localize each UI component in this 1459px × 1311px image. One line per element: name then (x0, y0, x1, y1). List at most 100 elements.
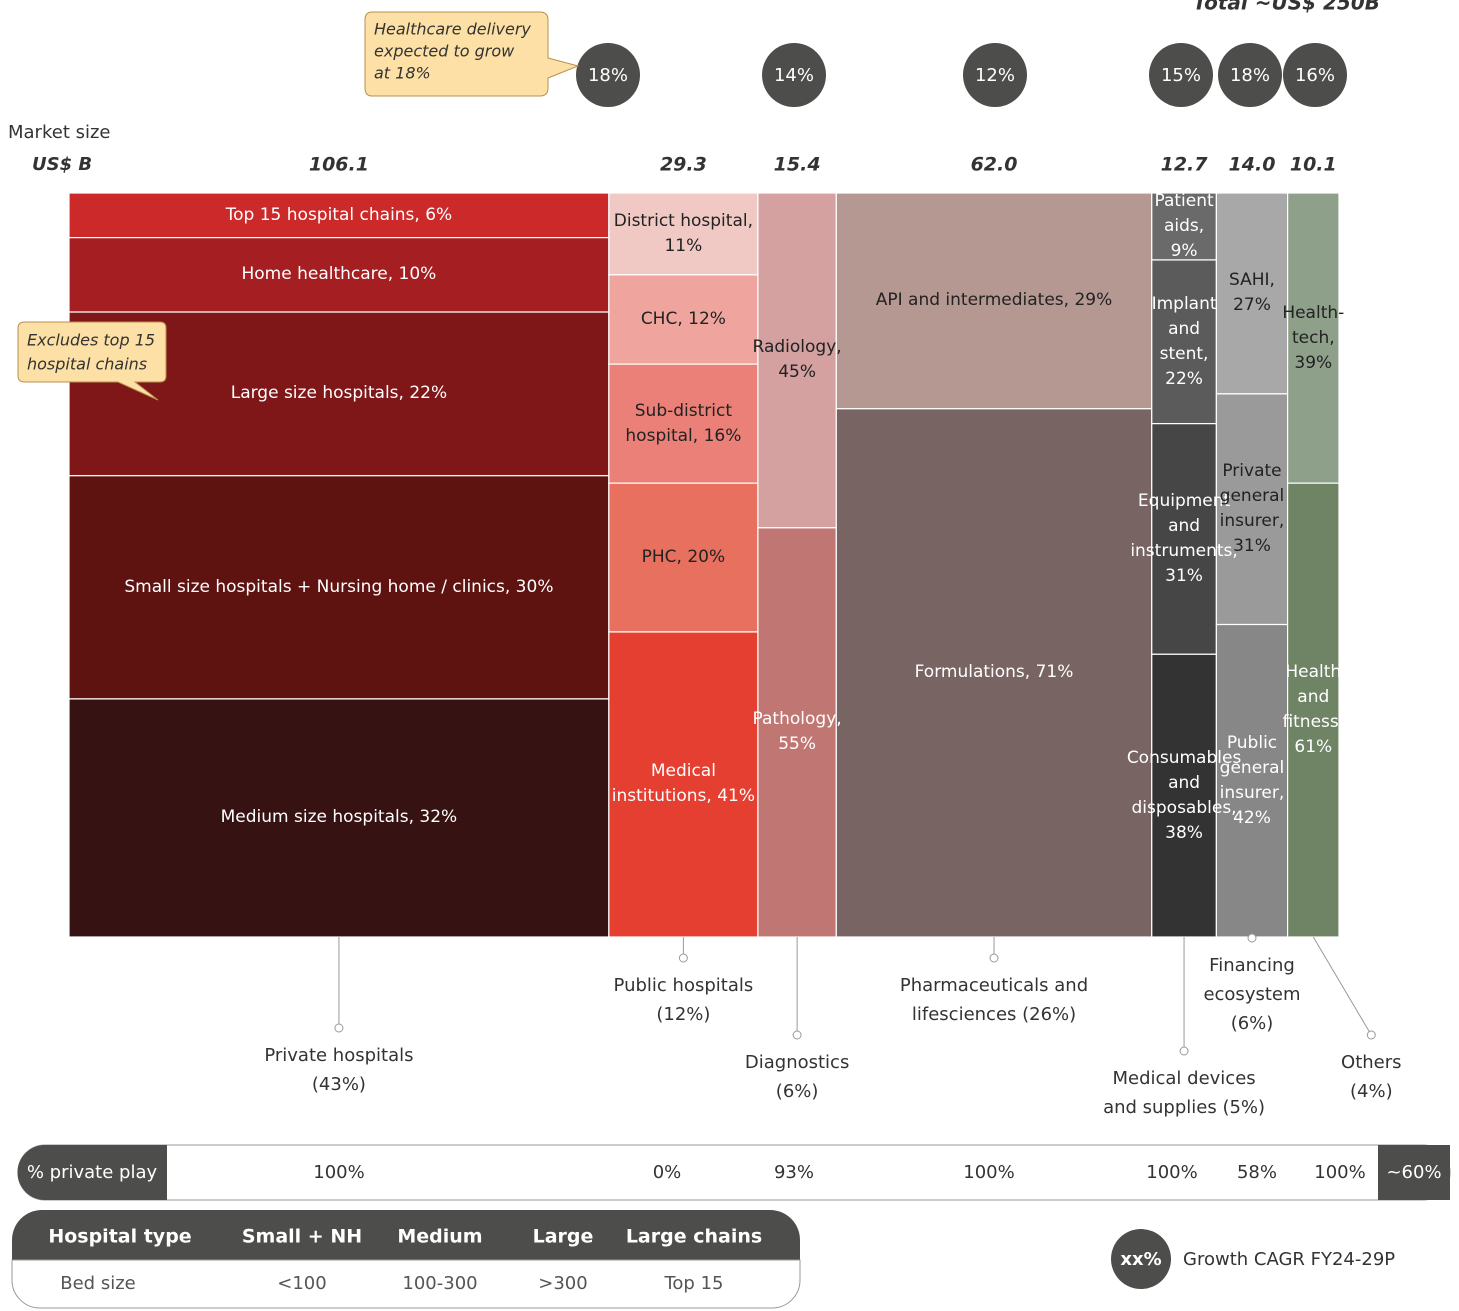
column-caption: Others (1341, 1052, 1402, 1073)
private-play-value: 100% (1314, 1162, 1365, 1183)
market-size-label: 14.0 (1229, 154, 1276, 176)
segment-label: SAHI, 27% (1229, 270, 1275, 316)
segment-label: Patient aids, 9% (1154, 190, 1214, 261)
segment-label: Large size hospitals, 22% (230, 383, 448, 404)
segment-label: Top 15 hospital chains, 6% (225, 204, 453, 225)
private-play-value: 100% (1146, 1162, 1197, 1183)
table-header-bg (12, 1210, 800, 1260)
callout-text: Healthcare delivery (374, 20, 531, 39)
legend-label: Growth CAGR FY24-29P (1183, 1249, 1395, 1270)
market-size-label: 15.4 (774, 154, 821, 176)
segment-label: CHC, 12% (640, 308, 726, 329)
segment-label: Small size hospitals + Nursing home / cl… (124, 576, 554, 597)
private-play-cap (17, 1145, 167, 1200)
growth-label: 15% (1161, 65, 1201, 86)
column-caption: (6%) (776, 1081, 819, 1102)
segment (1151, 423, 1217, 655)
connector-dot (334, 1023, 344, 1033)
growth-bubble (963, 43, 1027, 107)
growth-label: 12% (975, 65, 1015, 86)
y-axis-label: US$ B (32, 154, 92, 175)
connector-dot (1179, 1046, 1189, 1056)
growth-label: 14% (774, 65, 814, 86)
segment-label: Medium size hospitals, 32% (220, 807, 458, 828)
callout-text: expected to grow (374, 42, 515, 61)
table-header: Hospital type (48, 1226, 191, 1248)
segment (757, 192, 837, 529)
callout-box (364, 11, 580, 97)
segment-label: Radiology, 45% (752, 337, 842, 383)
table-cell: Top 15 (663, 1273, 723, 1294)
segment-label: Health and fitness, 61% (1282, 662, 1345, 758)
segment (608, 192, 759, 276)
segment (1215, 393, 1289, 626)
private-play-bar (17, 1144, 1451, 1201)
segment-label: Public general insurer, 42% (1219, 732, 1285, 828)
column-caption: Private hospitals (264, 1045, 413, 1066)
segment (1215, 623, 1289, 938)
column-caption: Medical devices (1112, 1068, 1255, 1089)
column-caption: and supplies (5%) (1103, 1097, 1265, 1118)
segment (68, 237, 610, 313)
segment-label: Sub-district hospital, 16% (625, 400, 742, 446)
connector-dot (678, 953, 688, 963)
growth-bubble (1218, 43, 1282, 107)
private-play-value: 58% (1237, 1162, 1277, 1183)
private-play-value: 93% (774, 1162, 814, 1183)
segment (757, 527, 837, 938)
column-caption: Financing (1209, 955, 1295, 976)
segment (68, 475, 610, 700)
private-play-value: ~60% (1386, 1162, 1441, 1183)
market-size-label: 10.1 (1290, 154, 1337, 176)
table-header: Small + NH (242, 1226, 362, 1248)
callout-box (17, 321, 167, 401)
column-caption: lifesciences (26%) (912, 1004, 1076, 1025)
growth-bubble (1283, 43, 1347, 107)
column-caption: Pharmaceuticals and (900, 975, 1088, 996)
market-size-label: 12.7 (1161, 154, 1209, 176)
chart-title: Total ~US$ 250B (1193, 0, 1380, 15)
market-size-label: 62.0 (971, 154, 1018, 176)
growth-label: 18% (588, 65, 628, 86)
callout-text: Excludes top 15 (27, 331, 155, 350)
connector-dot (989, 953, 999, 963)
segment-label: Consumables and disposables, 38% (1126, 747, 1242, 843)
segment-label: Private general insurer, 31% (1219, 461, 1285, 557)
segment (608, 274, 759, 365)
connector-dot (1247, 933, 1257, 943)
market-size-label: 29.3 (660, 154, 707, 176)
column-caption: (12%) (656, 1004, 710, 1025)
growth-bubble (576, 43, 640, 107)
callout-text: hospital chains (27, 355, 147, 374)
connector (1312, 936, 1372, 1036)
private-play-value: 100% (963, 1162, 1014, 1183)
segment-label: Equipment and instruments, 31% (1130, 490, 1238, 586)
private-play-cap (1378, 1145, 1450, 1200)
segment-label: Implant and stent, 22% (1151, 293, 1217, 389)
segment-label: District hospital, 11% (613, 210, 753, 256)
table-cell: <100 (277, 1273, 326, 1294)
column-caption: Public hospitals (614, 975, 754, 996)
column-caption: Diagnostics (745, 1052, 849, 1073)
table-cell: >300 (538, 1273, 587, 1294)
segment-label: Medical institutions, 41% (611, 761, 755, 807)
segment (1287, 192, 1340, 484)
segment-label: Health-tech, 39% (1282, 302, 1345, 373)
y-axis-label: Market size (8, 122, 111, 143)
column-caption: (4%) (1350, 1081, 1393, 1102)
segment-label: Pathology, 55% (752, 709, 842, 755)
growth-label: 16% (1295, 65, 1335, 86)
segment (1287, 482, 1340, 938)
growth-bubble (762, 43, 826, 107)
column-caption: (43%) (312, 1074, 366, 1095)
connector-dot (1366, 1030, 1376, 1040)
segment (608, 363, 759, 484)
segment-label: API and intermediates, 29% (875, 290, 1113, 311)
segment-label: Formulations, 71% (914, 662, 1074, 683)
column-caption: (6%) (1231, 1013, 1274, 1034)
table-header: Large chains (626, 1226, 762, 1248)
segment-label: PHC, 20% (641, 547, 726, 568)
column-caption: ecosystem (1203, 984, 1300, 1005)
segment (835, 192, 1153, 410)
